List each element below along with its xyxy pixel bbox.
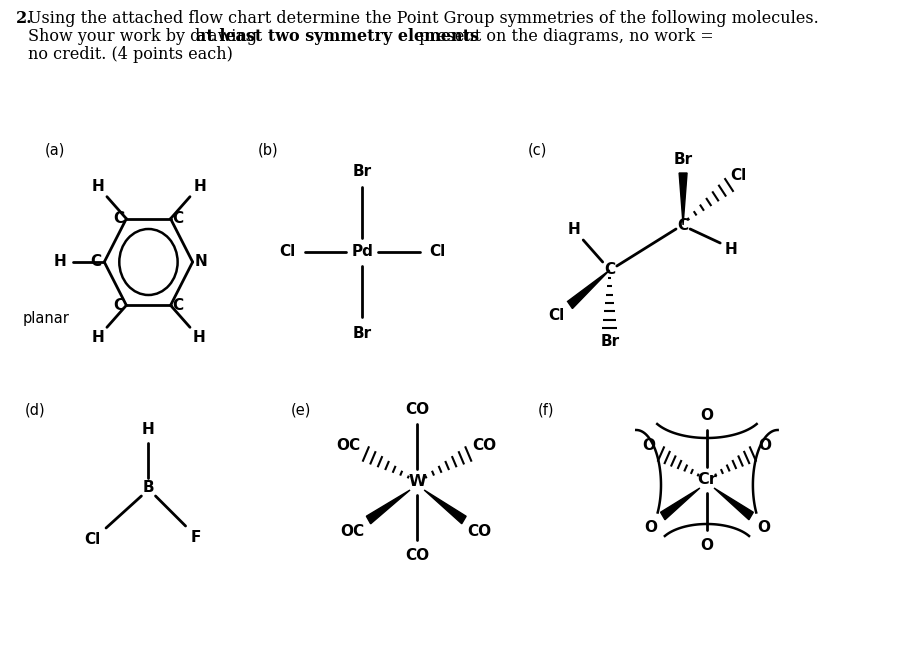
Text: Br: Br: [353, 164, 371, 179]
Text: Cr: Cr: [697, 472, 716, 487]
Polygon shape: [366, 490, 410, 524]
Text: B: B: [143, 481, 155, 495]
Text: Cl: Cl: [84, 533, 100, 548]
Text: CO: CO: [467, 525, 491, 540]
Text: H: H: [725, 242, 737, 257]
Text: O: O: [642, 438, 655, 453]
Text: CO: CO: [405, 548, 429, 563]
Text: Cl: Cl: [730, 168, 746, 183]
Text: H: H: [192, 330, 205, 345]
Text: CO: CO: [472, 438, 496, 453]
Text: OC: OC: [340, 525, 365, 540]
Text: Cl: Cl: [279, 244, 296, 259]
Text: C: C: [677, 217, 689, 233]
Text: (e): (e): [290, 403, 310, 417]
Text: H: H: [92, 179, 104, 194]
Text: OC: OC: [336, 438, 361, 453]
Text: (a): (a): [45, 143, 65, 157]
Text: C: C: [172, 298, 183, 313]
Text: Br: Br: [600, 335, 619, 350]
Text: Show your work by drawing: Show your work by drawing: [28, 28, 263, 45]
Text: (f): (f): [538, 403, 554, 417]
Text: (c): (c): [528, 143, 547, 157]
Text: (b): (b): [257, 143, 278, 157]
Text: C: C: [113, 211, 124, 226]
Text: F: F: [191, 531, 201, 546]
Text: N: N: [195, 255, 208, 269]
Text: 2.: 2.: [16, 10, 33, 27]
Text: O: O: [758, 438, 771, 453]
Polygon shape: [679, 173, 687, 225]
Polygon shape: [714, 488, 753, 520]
Text: present on the diagrams, no work =: present on the diagrams, no work =: [414, 28, 715, 45]
Text: Cl: Cl: [549, 307, 565, 322]
Text: planar: planar: [23, 310, 70, 326]
Text: Br: Br: [673, 151, 693, 166]
Text: (d): (d): [25, 403, 46, 417]
Text: Cl: Cl: [429, 244, 446, 259]
Text: Using the attached flow chart determine the Point Group symmetries of the follow: Using the attached flow chart determine …: [28, 10, 819, 27]
Polygon shape: [661, 488, 700, 520]
Text: H: H: [54, 255, 67, 269]
Text: H: H: [142, 422, 155, 438]
Text: C: C: [604, 263, 615, 278]
Polygon shape: [425, 490, 466, 524]
Polygon shape: [567, 270, 609, 309]
Text: CO: CO: [405, 402, 429, 417]
Text: C: C: [90, 255, 101, 269]
Text: C: C: [172, 211, 183, 226]
Text: Pd: Pd: [351, 244, 373, 259]
Text: at least two symmetry elements: at least two symmetry elements: [196, 28, 479, 45]
Text: H: H: [193, 179, 206, 194]
Text: C: C: [113, 298, 124, 313]
Text: no credit. (4 points each): no credit. (4 points each): [28, 46, 233, 63]
Text: Br: Br: [353, 326, 371, 341]
Text: O: O: [644, 521, 657, 536]
Text: O: O: [757, 521, 770, 536]
Text: W: W: [408, 474, 425, 489]
Text: O: O: [701, 538, 714, 553]
Text: H: H: [568, 223, 581, 238]
Text: O: O: [701, 407, 714, 422]
Text: H: H: [92, 330, 104, 345]
